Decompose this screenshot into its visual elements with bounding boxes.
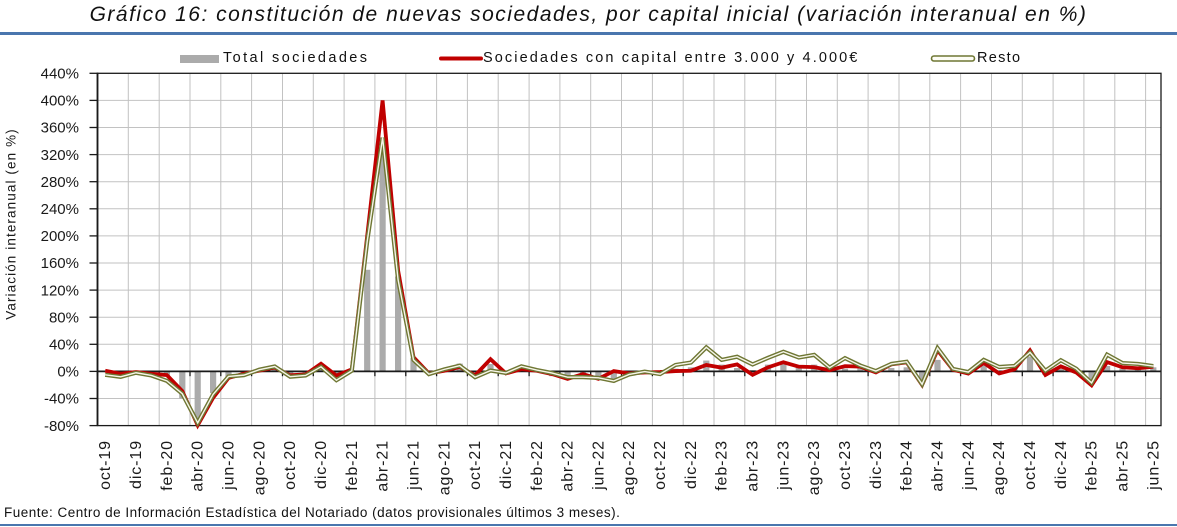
- svg-text:jun-21: jun-21: [406, 440, 423, 491]
- svg-text:400%: 400%: [41, 93, 79, 110]
- svg-text:360%: 360%: [41, 120, 79, 137]
- svg-text:oct-22: oct-22: [652, 440, 669, 490]
- svg-text:dic-20: dic-20: [313, 440, 330, 489]
- svg-text:dic-23: dic-23: [868, 440, 885, 489]
- svg-text:320%: 320%: [41, 147, 79, 164]
- svg-text:-40%: -40%: [44, 391, 79, 408]
- svg-text:feb-20: feb-20: [159, 440, 176, 491]
- svg-text:abr-20: abr-20: [190, 440, 207, 492]
- svg-text:feb-21: feb-21: [344, 440, 361, 491]
- svg-text:feb-25: feb-25: [1084, 440, 1101, 491]
- svg-text:oct-24: oct-24: [1022, 440, 1039, 490]
- svg-text:oct-23: oct-23: [837, 440, 854, 490]
- svg-text:440%: 440%: [41, 66, 79, 83]
- svg-text:120%: 120%: [41, 282, 79, 299]
- svg-text:oct-19: oct-19: [97, 440, 114, 490]
- svg-text:ago-24: ago-24: [991, 440, 1008, 495]
- svg-text:jun-24: jun-24: [960, 440, 977, 491]
- svg-text:abr-23: abr-23: [745, 440, 762, 492]
- svg-text:jun-23: jun-23: [775, 440, 792, 491]
- svg-text:abr-24: abr-24: [930, 440, 947, 492]
- svg-text:ago-20: ago-20: [251, 440, 268, 495]
- svg-text:oct-21: oct-21: [467, 440, 484, 490]
- svg-text:80%: 80%: [49, 309, 79, 326]
- svg-text:160%: 160%: [41, 255, 79, 272]
- svg-text:oct-20: oct-20: [282, 440, 299, 490]
- svg-text:200%: 200%: [41, 228, 79, 245]
- svg-text:ago-22: ago-22: [621, 440, 638, 495]
- svg-text:280%: 280%: [41, 174, 79, 191]
- svg-text:feb-24: feb-24: [899, 440, 916, 491]
- svg-text:40%: 40%: [49, 337, 79, 354]
- svg-text:0%: 0%: [57, 364, 79, 381]
- svg-text:240%: 240%: [41, 201, 79, 218]
- svg-text:jun-25: jun-25: [1145, 440, 1162, 491]
- svg-text:abr-25: abr-25: [1115, 440, 1132, 492]
- svg-text:jun-20: jun-20: [221, 440, 238, 491]
- svg-text:ago-21: ago-21: [436, 440, 453, 495]
- svg-text:jun-22: jun-22: [590, 440, 607, 491]
- svg-text:dic-19: dic-19: [128, 440, 145, 489]
- svg-text:-80%: -80%: [44, 418, 79, 435]
- svg-text:dic-21: dic-21: [498, 440, 515, 489]
- svg-text:feb-23: feb-23: [714, 440, 731, 491]
- svg-text:Variación interanual (en %): Variación interanual (en %): [4, 128, 19, 320]
- svg-text:abr-22: abr-22: [560, 440, 577, 492]
- svg-text:abr-21: abr-21: [375, 440, 392, 492]
- svg-text:dic-22: dic-22: [683, 440, 700, 489]
- svg-text:ago-23: ago-23: [806, 440, 823, 495]
- svg-text:feb-22: feb-22: [529, 440, 546, 491]
- svg-text:dic-24: dic-24: [1053, 440, 1070, 489]
